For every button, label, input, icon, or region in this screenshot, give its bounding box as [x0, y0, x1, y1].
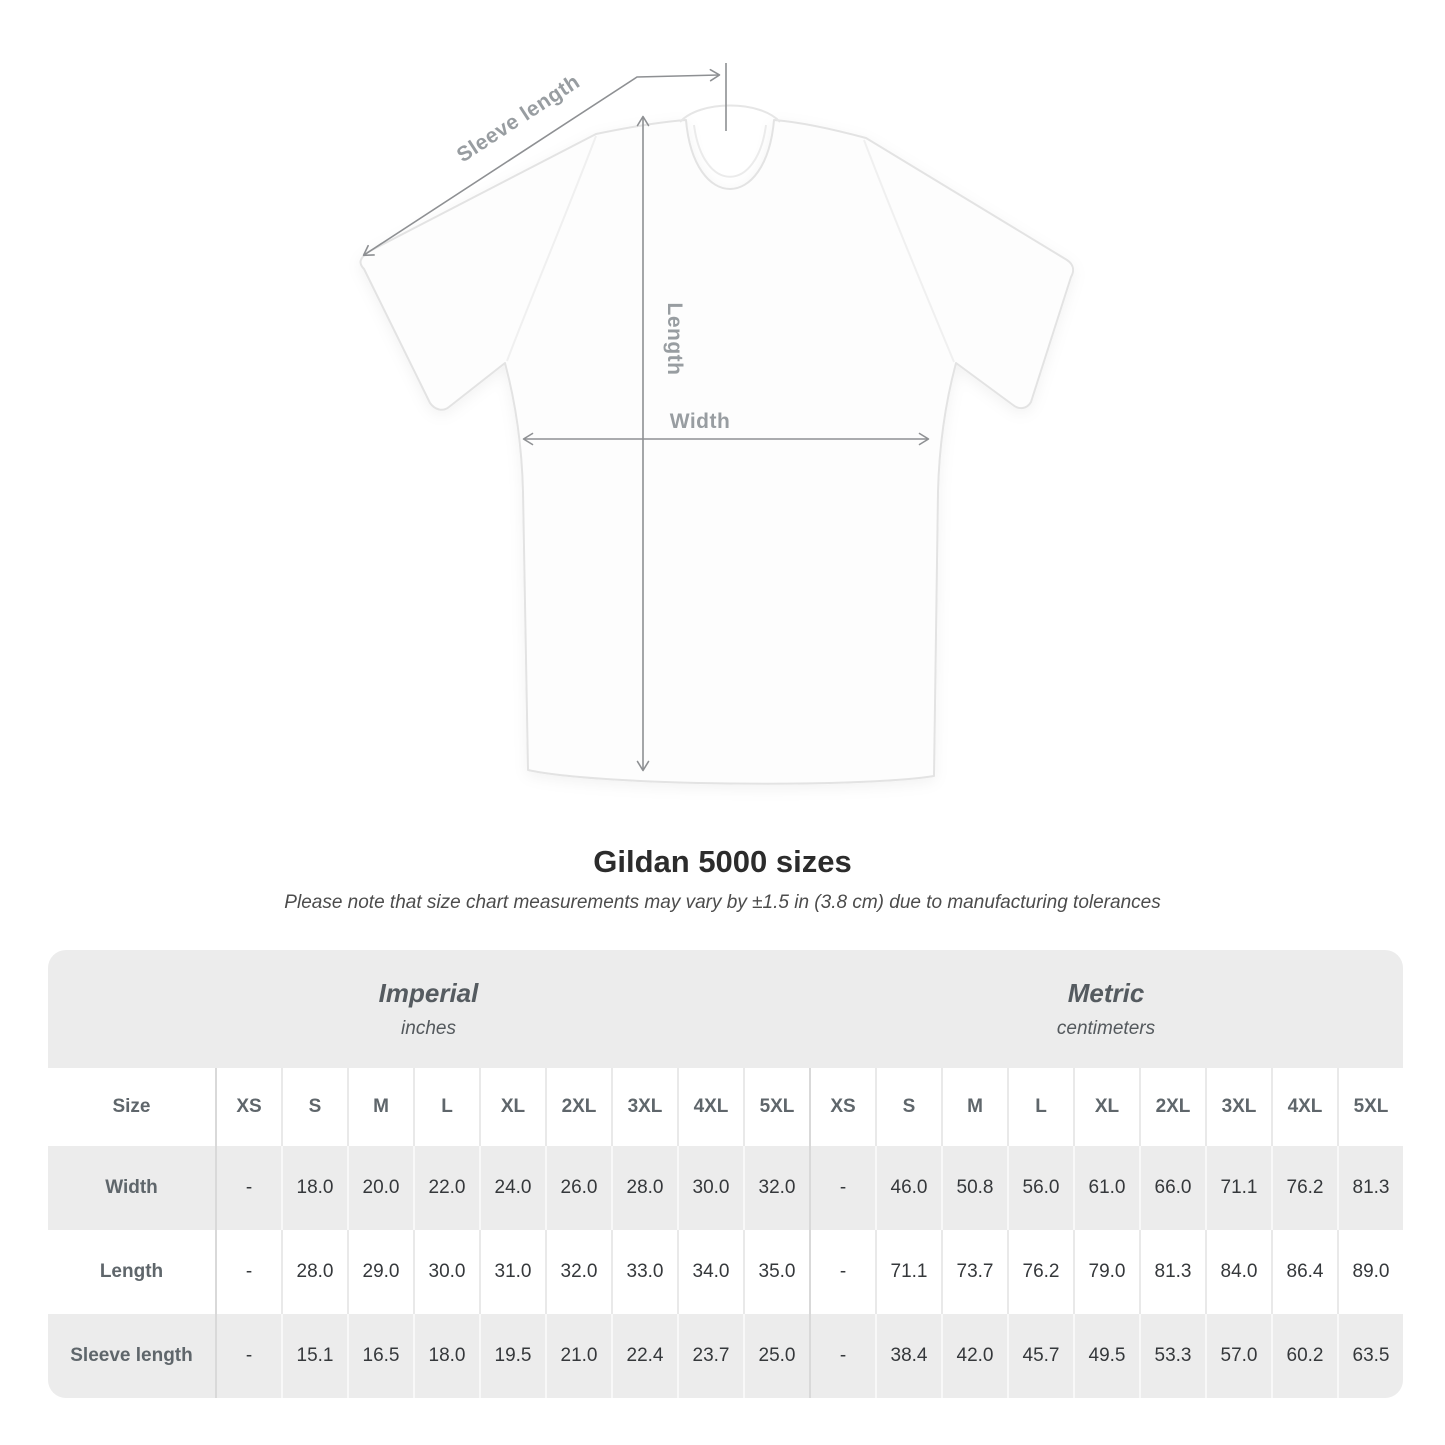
size-header-metric-xl: XL: [1073, 1068, 1139, 1146]
size-column-header: Size: [48, 1068, 215, 1146]
value-cell-imperial: 18.0: [281, 1146, 347, 1230]
value-cell-imperial: 34.0: [677, 1230, 743, 1314]
value-cell-imperial: 15.1: [281, 1314, 347, 1398]
tshirt-diagram: Sleeve length Length Width: [359, 63, 1075, 785]
value-cell-imperial: 28.0: [611, 1146, 677, 1230]
width-label: Width: [670, 410, 731, 433]
imperial-group-header: Imperial inches: [48, 950, 809, 1068]
size-header-metric-4xl: 4XL: [1271, 1068, 1337, 1146]
size-header-imperial-xl: XL: [479, 1068, 545, 1146]
size-header-metric-l: L: [1007, 1068, 1073, 1146]
value-cell-metric: 60.2: [1271, 1314, 1337, 1398]
imperial-group-title: Imperial: [378, 978, 479, 1008]
value-cell-metric: 89.0: [1337, 1230, 1403, 1314]
value-cell-metric: 38.4: [875, 1314, 941, 1398]
size-header-metric-2xl: 2XL: [1139, 1068, 1205, 1146]
value-cell-imperial: 29.0: [347, 1230, 413, 1314]
value-cell-imperial: 30.0: [677, 1146, 743, 1230]
right-sleeve-seam: [863, 139, 955, 363]
value-cell-imperial: 21.0: [545, 1314, 611, 1398]
value-cell-metric: 53.3: [1139, 1314, 1205, 1398]
size-header-imperial-s: S: [281, 1068, 347, 1146]
size-header-metric-xs: XS: [809, 1068, 875, 1146]
size-header-metric-s: S: [875, 1068, 941, 1146]
value-cell-metric: 63.5: [1337, 1314, 1403, 1398]
value-cell-metric: 84.0: [1205, 1230, 1271, 1314]
value-cell-metric: 61.0: [1073, 1146, 1139, 1230]
value-cell-metric: -: [809, 1230, 875, 1314]
value-cell-imperial: 30.0: [413, 1230, 479, 1314]
sleeve-length-arrow: [362, 68, 721, 257]
value-cell-metric: 56.0: [1007, 1146, 1073, 1230]
size-header-imperial-l: L: [413, 1068, 479, 1146]
size-header-imperial-4xl: 4XL: [677, 1068, 743, 1146]
value-cell-metric: 46.0: [875, 1146, 941, 1230]
value-cell-imperial: 25.0: [743, 1314, 809, 1398]
size-header-imperial-xs: XS: [215, 1068, 281, 1146]
value-cell-imperial: 24.0: [479, 1146, 545, 1230]
row-label: Width: [48, 1146, 215, 1230]
value-cell-imperial: 35.0: [743, 1230, 809, 1314]
value-cell-metric: 45.7: [1007, 1314, 1073, 1398]
value-cell-imperial: -: [215, 1146, 281, 1230]
value-cell-imperial: 18.0: [413, 1314, 479, 1398]
value-cell-metric: 50.8: [941, 1146, 1007, 1230]
value-cell-metric: 57.0: [1205, 1314, 1271, 1398]
value-cell-imperial: 22.0: [413, 1146, 479, 1230]
value-cell-metric: 76.2: [1007, 1230, 1073, 1314]
value-cell-metric: 66.0: [1139, 1146, 1205, 1230]
value-cell-imperial: 32.0: [545, 1230, 611, 1314]
value-cell-metric: 71.1: [875, 1230, 941, 1314]
value-cell-metric: 73.7: [941, 1230, 1007, 1314]
tolerance-note: Please note that size chart measurements…: [284, 892, 1161, 913]
value-cell-metric: -: [809, 1146, 875, 1230]
size-header-imperial-2xl: 2XL: [545, 1068, 611, 1146]
metric-group-header: Metric centimeters: [809, 950, 1403, 1068]
metric-group-title: Metric: [1067, 978, 1145, 1008]
tshirt-illustration: [359, 104, 1075, 785]
value-cell-metric: 71.1: [1205, 1146, 1271, 1230]
value-cell-imperial: 26.0: [545, 1146, 611, 1230]
size-header-metric-m: M: [941, 1068, 1007, 1146]
value-cell-metric: 42.0: [941, 1314, 1007, 1398]
value-cell-metric: 76.2: [1271, 1146, 1337, 1230]
size-header-imperial-5xl: 5XL: [743, 1068, 809, 1146]
size-header-imperial-3xl: 3XL: [611, 1068, 677, 1146]
row-label: Sleeve length: [48, 1314, 215, 1398]
value-cell-imperial: 32.0: [743, 1146, 809, 1230]
size-header-metric-3xl: 3XL: [1205, 1068, 1271, 1146]
value-cell-metric: 81.3: [1139, 1230, 1205, 1314]
size-header-imperial-m: M: [347, 1068, 413, 1146]
value-cell-metric: 49.5: [1073, 1314, 1139, 1398]
value-cell-imperial: 31.0: [479, 1230, 545, 1314]
value-cell-imperial: 22.4: [611, 1314, 677, 1398]
value-cell-imperial: -: [215, 1230, 281, 1314]
value-cell-imperial: 23.7: [677, 1314, 743, 1398]
value-cell-metric: 81.3: [1337, 1146, 1403, 1230]
size-header-metric-5xl: 5XL: [1337, 1068, 1403, 1146]
value-cell-metric: -: [809, 1314, 875, 1398]
imperial-group-unit: inches: [401, 1018, 456, 1039]
value-cell-metric: 86.4: [1271, 1230, 1337, 1314]
value-cell-imperial: 19.5: [479, 1314, 545, 1398]
value-cell-imperial: -: [215, 1314, 281, 1398]
value-cell-metric: 79.0: [1073, 1230, 1139, 1314]
collar-back-line: [679, 104, 781, 123]
value-cell-imperial: 16.5: [347, 1314, 413, 1398]
collar-inner-line: [693, 124, 767, 178]
value-cell-imperial: 33.0: [611, 1230, 677, 1314]
metric-group-unit: centimeters: [1056, 1018, 1156, 1039]
size-table: Imperial inches Metric centimeters Size X…: [48, 950, 1403, 1398]
page-title: Gildan 5000 sizes: [593, 844, 852, 879]
length-label: Length: [663, 303, 686, 376]
value-cell-imperial: 28.0: [281, 1230, 347, 1314]
row-label: Length: [48, 1230, 215, 1314]
value-cell-imperial: 20.0: [347, 1146, 413, 1230]
